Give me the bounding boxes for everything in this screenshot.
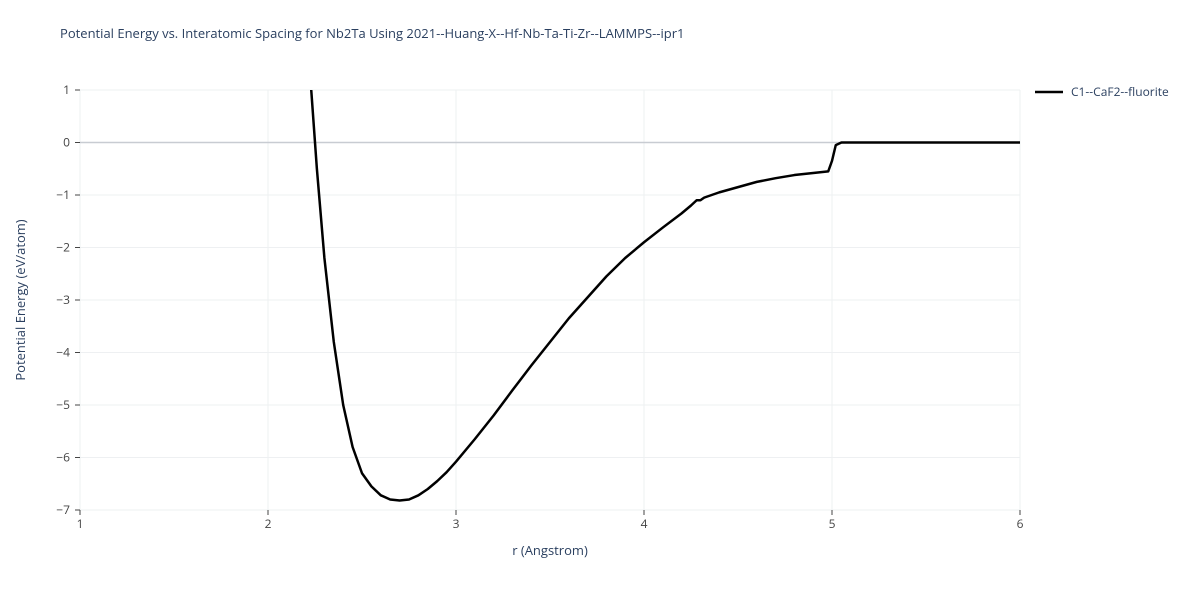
x-axis-label: r (Angstrom): [512, 541, 588, 559]
y-tick-label: −7: [56, 501, 70, 518]
series-line: [311, 90, 1020, 501]
y-tick-label: 0: [63, 134, 70, 151]
y-axis-label: Potential Energy (eV/atom): [11, 219, 29, 380]
x-tick-label: 2: [265, 515, 272, 532]
y-tick-label: −1: [56, 186, 70, 203]
y-tick-label: −6: [56, 449, 70, 466]
y-tick-label: −2: [56, 239, 70, 256]
x-tick-label: 3: [453, 515, 460, 532]
chart-canvas: 1 2 3 4 5 6 −7 −6 −5 −4 −3 −2 −1 0 1 r (Angstrom) Potent…: [0, 0, 1200, 600]
x-tick-label: 6: [1017, 515, 1024, 532]
chart-title: Potential Energy vs. Interatomic Spacing…: [60, 24, 684, 42]
x-tick-label: 1: [77, 515, 84, 532]
x-tick-label: 5: [829, 515, 836, 532]
y-tick-label: 1: [63, 81, 70, 98]
y-tick-label: −3: [56, 291, 70, 308]
y-tick-label: −4: [56, 344, 70, 361]
legend-label: C1--CaF2--fluorite: [1071, 83, 1169, 100]
x-tick-label: 4: [641, 515, 648, 532]
y-tick-label: −5: [56, 396, 70, 413]
